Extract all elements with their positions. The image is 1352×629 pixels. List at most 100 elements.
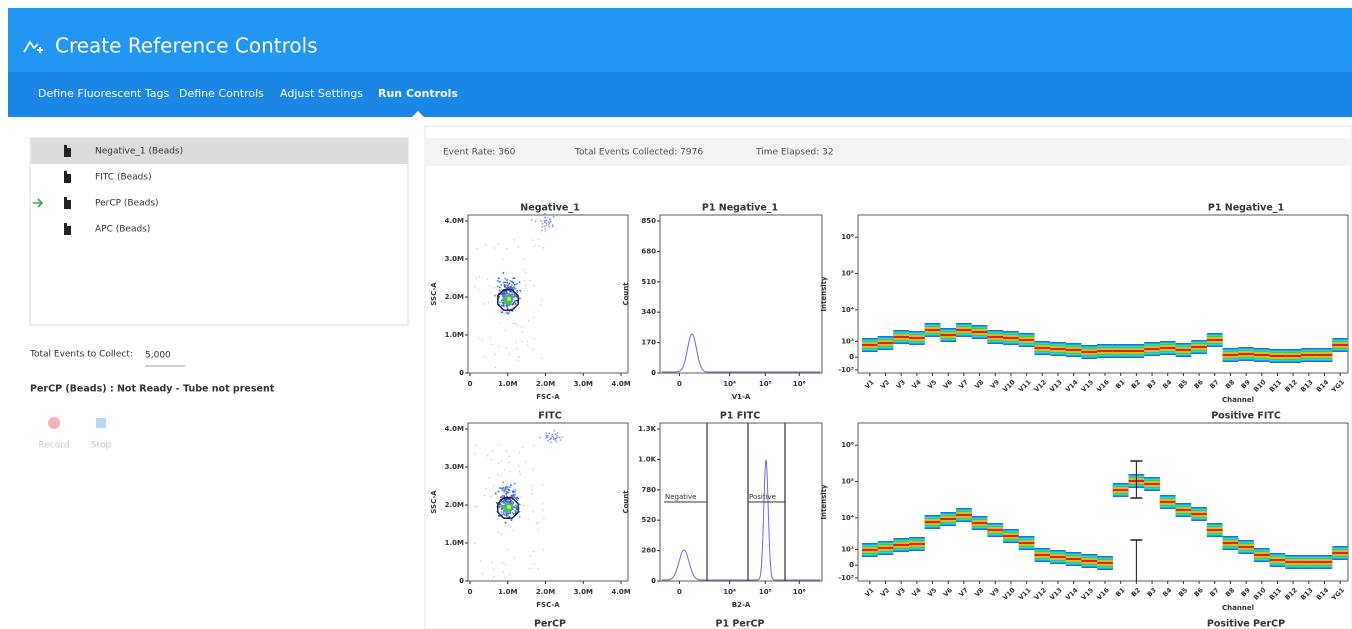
tab[interactable]: Define Fluorescent Tags bbox=[38, 87, 169, 100]
tab[interactable]: Adjust Settings bbox=[280, 87, 363, 100]
gate-label: Positive bbox=[749, 493, 776, 501]
x-tick-label: 10⁵ bbox=[759, 380, 772, 388]
tube-icon bbox=[64, 223, 71, 235]
event-dot bbox=[511, 293, 513, 296]
x-tick-label: 10⁴ bbox=[723, 588, 736, 596]
spectrum-band bbox=[1238, 352, 1254, 356]
x-axis-label: B2-A bbox=[732, 601, 751, 609]
event-dot bbox=[490, 459, 492, 461]
event-dot bbox=[510, 494, 513, 497]
x-tick-label: 10⁵ bbox=[759, 588, 772, 596]
event-dot bbox=[498, 531, 500, 534]
event-dot bbox=[516, 496, 519, 499]
event-dot bbox=[539, 436, 542, 439]
tube-label[interactable]: PerCP (Beads) bbox=[95, 199, 159, 209]
x-tick-label: 0 bbox=[677, 588, 682, 596]
x-tick-label: 10⁶ bbox=[793, 380, 806, 388]
event-dot bbox=[504, 577, 506, 579]
event-dot bbox=[498, 286, 501, 289]
event-dot bbox=[503, 499, 506, 502]
event-dot bbox=[541, 226, 544, 228]
event-dot bbox=[478, 337, 480, 339]
event-dot bbox=[536, 522, 538, 525]
event-dot bbox=[501, 292, 503, 295]
event-dot bbox=[505, 492, 508, 495]
y-axis-label: Count bbox=[622, 490, 630, 514]
event-dot bbox=[483, 303, 486, 305]
event-dot bbox=[506, 306, 509, 309]
event-dot bbox=[504, 329, 506, 331]
event-dot bbox=[496, 279, 499, 282]
event-dot bbox=[506, 281, 509, 284]
event-dot bbox=[490, 495, 492, 498]
tab[interactable]: Run Controls bbox=[378, 87, 458, 100]
event-dot bbox=[513, 557, 516, 559]
spectrum-band bbox=[1238, 545, 1254, 549]
stop-label[interactable]: Stop bbox=[91, 441, 112, 451]
event-dot bbox=[504, 487, 507, 490]
y-axis-label: SSC-A bbox=[430, 282, 438, 306]
event-dot bbox=[499, 487, 501, 489]
plot-title: P1 FITC bbox=[720, 411, 760, 422]
event-dot bbox=[502, 571, 504, 573]
event-dot bbox=[548, 218, 551, 221]
tube-label[interactable]: Negative_1 (Beads) bbox=[95, 147, 183, 157]
event-dot bbox=[501, 294, 504, 297]
event-dot bbox=[488, 477, 490, 479]
event-dot bbox=[504, 277, 507, 280]
event-dot bbox=[513, 506, 515, 509]
stop-icon[interactable] bbox=[96, 418, 106, 428]
event-dot bbox=[511, 287, 514, 290]
spectrum-band bbox=[909, 542, 925, 546]
event-dot bbox=[499, 322, 501, 324]
x-tick-label: 1.0M bbox=[498, 380, 517, 388]
tube-label[interactable]: FITC (Beads) bbox=[95, 173, 152, 183]
event-dot bbox=[476, 506, 478, 508]
event-dot bbox=[513, 299, 516, 302]
event-dot bbox=[502, 292, 505, 295]
event-dot bbox=[529, 280, 531, 282]
event-dot bbox=[527, 519, 529, 521]
tube-label[interactable]: APC (Beads) bbox=[95, 225, 150, 235]
spectrum-band bbox=[862, 343, 878, 347]
plot-frame bbox=[659, 214, 823, 374]
spectrum-band bbox=[924, 520, 941, 524]
y-axis-label: Count bbox=[622, 282, 630, 306]
event-dot bbox=[499, 496, 502, 499]
y-tick-label: 10⁵ bbox=[841, 477, 854, 485]
event-dot bbox=[534, 220, 537, 223]
event-dot bbox=[508, 461, 510, 463]
event-dot bbox=[551, 433, 554, 436]
event-dot bbox=[515, 341, 517, 344]
y-tick-label: 1.0K bbox=[638, 455, 656, 463]
event-dot bbox=[529, 555, 531, 557]
event-dot bbox=[480, 560, 482, 562]
event-dot bbox=[547, 434, 549, 437]
event-dot bbox=[532, 239, 534, 241]
spectrum-band bbox=[1003, 534, 1019, 538]
spectrum-band bbox=[940, 333, 957, 337]
record-label[interactable]: Record bbox=[38, 441, 69, 451]
y-tick-label: -10³ bbox=[838, 366, 854, 374]
event-dot bbox=[504, 307, 506, 309]
event-dot bbox=[514, 504, 517, 507]
event-dot bbox=[515, 498, 518, 500]
tab[interactable]: Define Controls bbox=[179, 87, 264, 100]
y-tick-label: 260 bbox=[641, 547, 656, 555]
event-dot bbox=[513, 286, 516, 288]
spectrum-band bbox=[987, 528, 1004, 532]
stat: Total Events Collected: 7976 bbox=[574, 148, 703, 158]
event-dot bbox=[523, 258, 525, 260]
spectrum-band bbox=[940, 517, 957, 521]
event-dot bbox=[532, 468, 534, 470]
event-dot bbox=[475, 444, 477, 446]
event-dot bbox=[533, 550, 535, 552]
event-dot bbox=[538, 245, 540, 247]
collect-value[interactable]: 5,000 bbox=[145, 351, 171, 361]
record-icon[interactable] bbox=[48, 417, 60, 429]
y-tick-label: 0 bbox=[459, 369, 464, 377]
spectrum-band bbox=[877, 341, 894, 345]
event-dot bbox=[507, 491, 510, 494]
event-dot bbox=[538, 529, 540, 531]
spectrum-band bbox=[1332, 343, 1348, 347]
